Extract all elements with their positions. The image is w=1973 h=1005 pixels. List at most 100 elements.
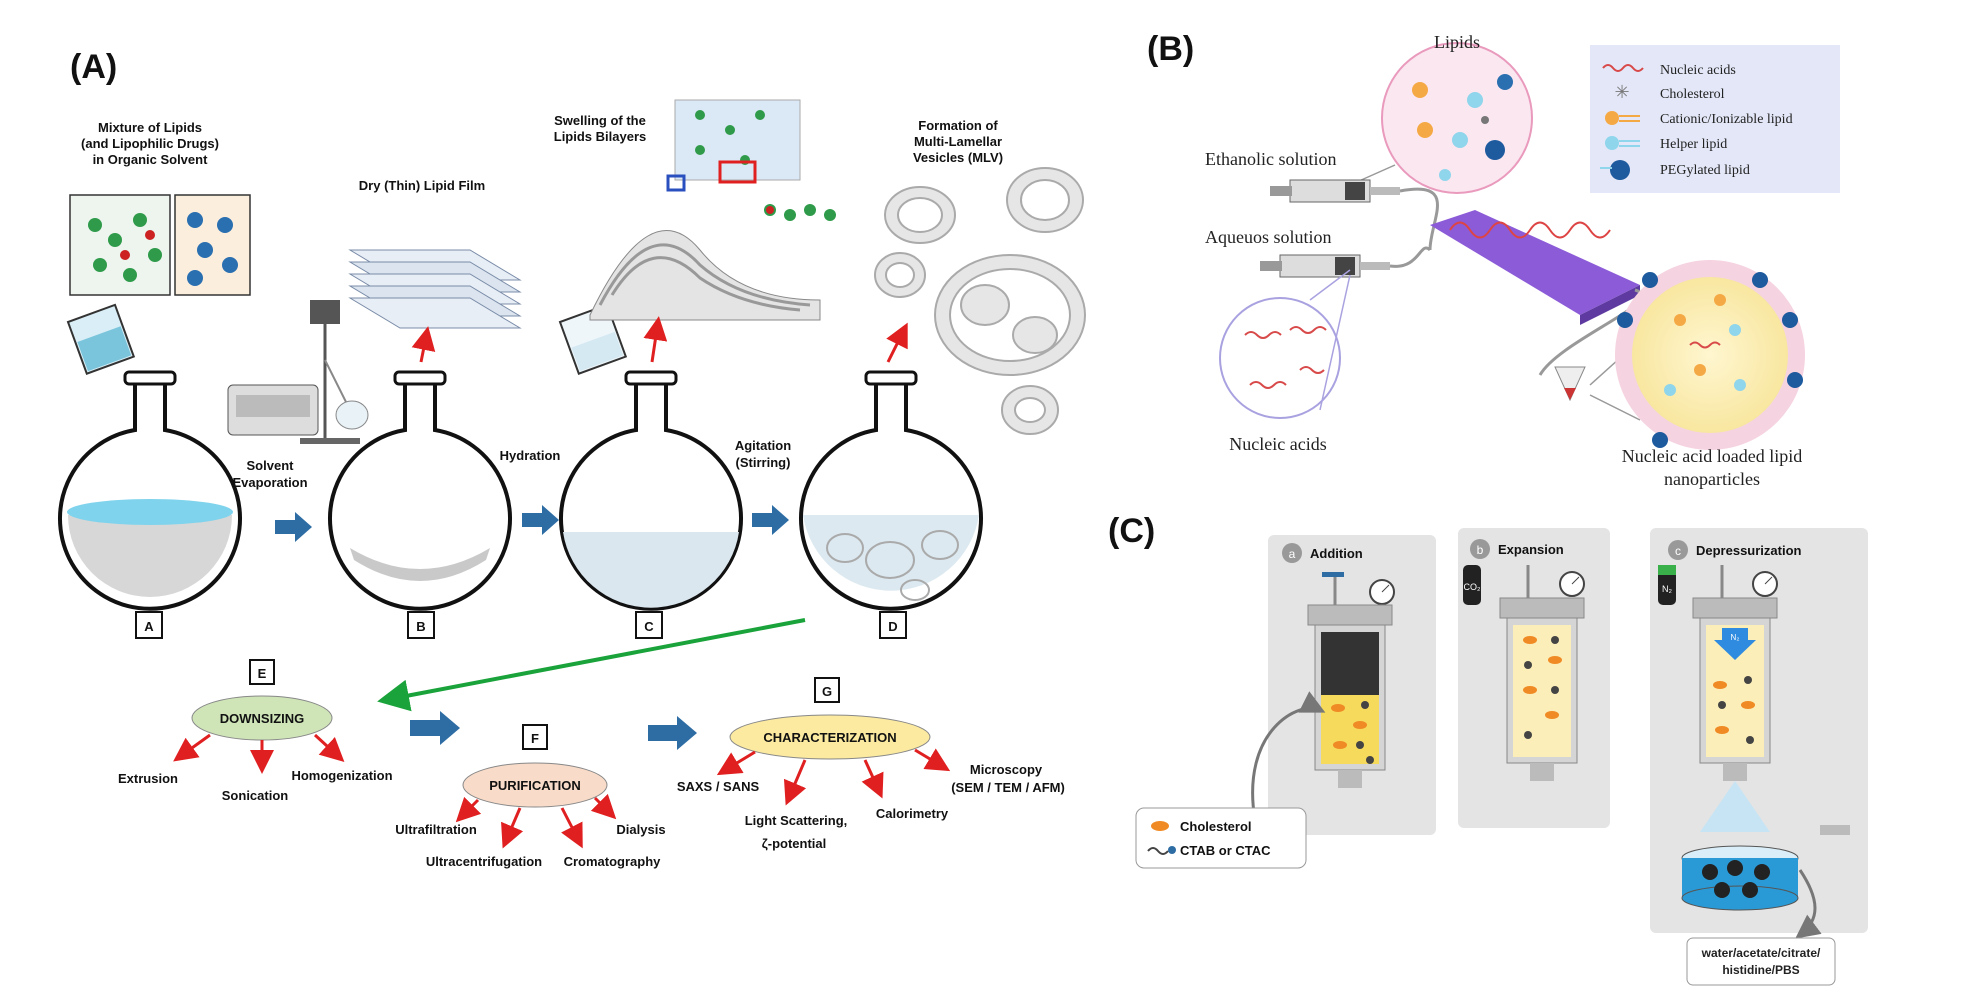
stage-a-letter: a: [1289, 547, 1296, 561]
downsizing-title: DOWNSIZING: [220, 711, 305, 726]
flask-a: [58, 370, 242, 611]
flask-letter-c: C: [644, 619, 654, 634]
nucleic-acids-label: Nucleic acids: [1229, 434, 1326, 454]
drug-icon: [187, 212, 238, 286]
buffer-label-1: water/acetate/citrate/: [1701, 946, 1821, 960]
buffer-box: [1686, 937, 1836, 986]
ethanolic-label: Ethanolic solution: [1205, 149, 1336, 169]
green-arrow: [377, 618, 806, 712]
legend-box-c: [1135, 807, 1307, 869]
legend-pegylated: PEGylated lipid: [1660, 163, 1750, 178]
syringe-aqueous-icon: [1260, 254, 1390, 278]
characterization-method: (SEM / TEM / AFM): [951, 780, 1065, 795]
solvent-evaporation-label-1: Solvent: [247, 458, 295, 473]
flask-c: [559, 370, 743, 611]
agitation-label-2: (Stirring): [736, 455, 791, 470]
buffer-label-2: histidine/PBS: [1722, 963, 1799, 977]
panel-a-label: (A): [70, 48, 117, 86]
panel-a: (A) Mixture of Lipids (and Lipophilic Dr…: [58, 48, 1086, 869]
swelling-bilayers-illustration: [589, 99, 836, 321]
legend-cholesterol: Cholesterol: [1660, 87, 1725, 102]
flask-d: [799, 370, 983, 611]
reactor-c: N₂ N₂: [1658, 565, 1850, 911]
purification-arrows: [455, 793, 617, 849]
characterization-title: CHARACTERIZATION: [763, 730, 896, 745]
downsizing-arrows: [173, 733, 345, 774]
panel-b: (B) Lipids ✳ Nucleic acids Cholesterol C…: [1147, 30, 1840, 489]
legend-helper: Helper lipid: [1660, 137, 1727, 152]
gas-label-n2: N₂: [1662, 584, 1672, 594]
characterization-method: ζ-potential: [762, 836, 826, 851]
flow-arrows: [275, 505, 789, 750]
characterization-method: SAXS / SANS: [677, 779, 760, 794]
purification-title: PURIFICATION: [489, 778, 580, 793]
stage-a-title: Addition: [1310, 546, 1363, 561]
purification-ellipse: [462, 762, 608, 808]
nucleic-acids-bubble: [1219, 297, 1341, 419]
panel-c-label: (C): [1108, 512, 1155, 550]
swelling-title-1: Swelling of the: [554, 113, 646, 128]
characterization-method: Calorimetry: [876, 806, 949, 821]
product-label-2: nanoparticles: [1664, 469, 1760, 489]
panel-b-label: (B): [1147, 30, 1194, 68]
nanoparticle-contents: [1617, 272, 1803, 448]
downsizing-method: Homogenization: [291, 768, 392, 783]
purification-method: Cromatography: [564, 854, 662, 869]
svg-text:✳: ✳: [1614, 82, 1629, 102]
reactor-b: CO₂: [1463, 565, 1585, 781]
characterization-arrows: [716, 748, 951, 806]
rotary-evaporator-icon: [227, 300, 369, 444]
stage-c-letter: c: [1675, 544, 1681, 558]
flask-letter-b: B: [416, 619, 425, 634]
purification-method: Ultrafiltration: [395, 822, 477, 837]
reactor-a: [1307, 572, 1395, 788]
arrow-up-d: [886, 322, 908, 363]
stage-b-letter: b: [1477, 543, 1484, 557]
dry-film-title: Dry (Thin) Lipid Film: [359, 178, 485, 193]
arrow-up-b: [411, 326, 436, 363]
legend-nucleic-acids: Nucleic acids: [1660, 63, 1736, 78]
agitation-label-1: Agitation: [735, 438, 791, 453]
tube-icon: [1554, 366, 1586, 402]
gas-label-co2: CO₂: [1464, 582, 1482, 592]
arrow-up-c: [643, 316, 668, 363]
stage-b-title: Expansion: [1498, 542, 1564, 557]
flask-letter-boxes: A B C D: [135, 611, 907, 639]
lipid-mixture-illustration: [69, 194, 251, 296]
stage-b-badge: [1470, 539, 1490, 559]
purification-method: Ultracentrifugation: [426, 854, 542, 869]
solvent-evaporation-label-2: Evaporation: [232, 475, 307, 490]
lipids-bubble: [1381, 42, 1533, 194]
swelling-title-2: Lipids Bilayers: [554, 129, 646, 144]
legend-box-b: [1590, 45, 1840, 193]
legend-c-ctab: CTAB or CTAC: [1180, 843, 1271, 858]
mlv-vesicles-illustration: [874, 167, 1086, 435]
beaker-icon: [66, 303, 136, 375]
characterization-method: Microscopy: [970, 762, 1043, 777]
product-label-1: Nucleic acid loaded lipid: [1622, 446, 1802, 466]
gas-label-n2-arrow: N₂: [1731, 633, 1740, 642]
panel-c: (C) a Addition b Expansion c Depressuriz…: [1108, 512, 1868, 986]
flask-b: [328, 370, 512, 611]
characterization-letter: G: [822, 684, 832, 699]
lipid-molecules: [1412, 74, 1513, 181]
downsizing-letter: E: [258, 666, 267, 681]
mlv-title-3: Vesicles (MLV): [913, 150, 1003, 165]
stage-c-title: Depressurization: [1696, 543, 1802, 558]
mixture-title-1: Mixture of Lipids: [98, 120, 202, 135]
downsizing-method: Sonication: [222, 788, 289, 803]
legend-cationic: Cationic/Ionizable lipid: [1660, 112, 1793, 127]
microfluidic-chip: [1430, 210, 1640, 325]
mlv-title-2: Multi-Lamellar: [914, 134, 1002, 149]
characterization-ellipse: [729, 714, 931, 760]
syringe-ethanolic-icon: [1270, 179, 1400, 203]
nanoparticle-core: [1632, 277, 1788, 433]
stage-a-badge: [1282, 543, 1302, 563]
flask-letter-d: D: [888, 619, 897, 634]
flask-letter-a: A: [144, 619, 154, 634]
aqueous-label: Aqueuos solution: [1205, 227, 1332, 247]
mixture-title-2: (and Lipophilic Drugs): [81, 136, 219, 151]
characterization-method: Light Scattering,: [745, 813, 848, 828]
hydration-label: Hydration: [500, 448, 561, 463]
mixture-title-3: in Organic Solvent: [93, 152, 209, 167]
